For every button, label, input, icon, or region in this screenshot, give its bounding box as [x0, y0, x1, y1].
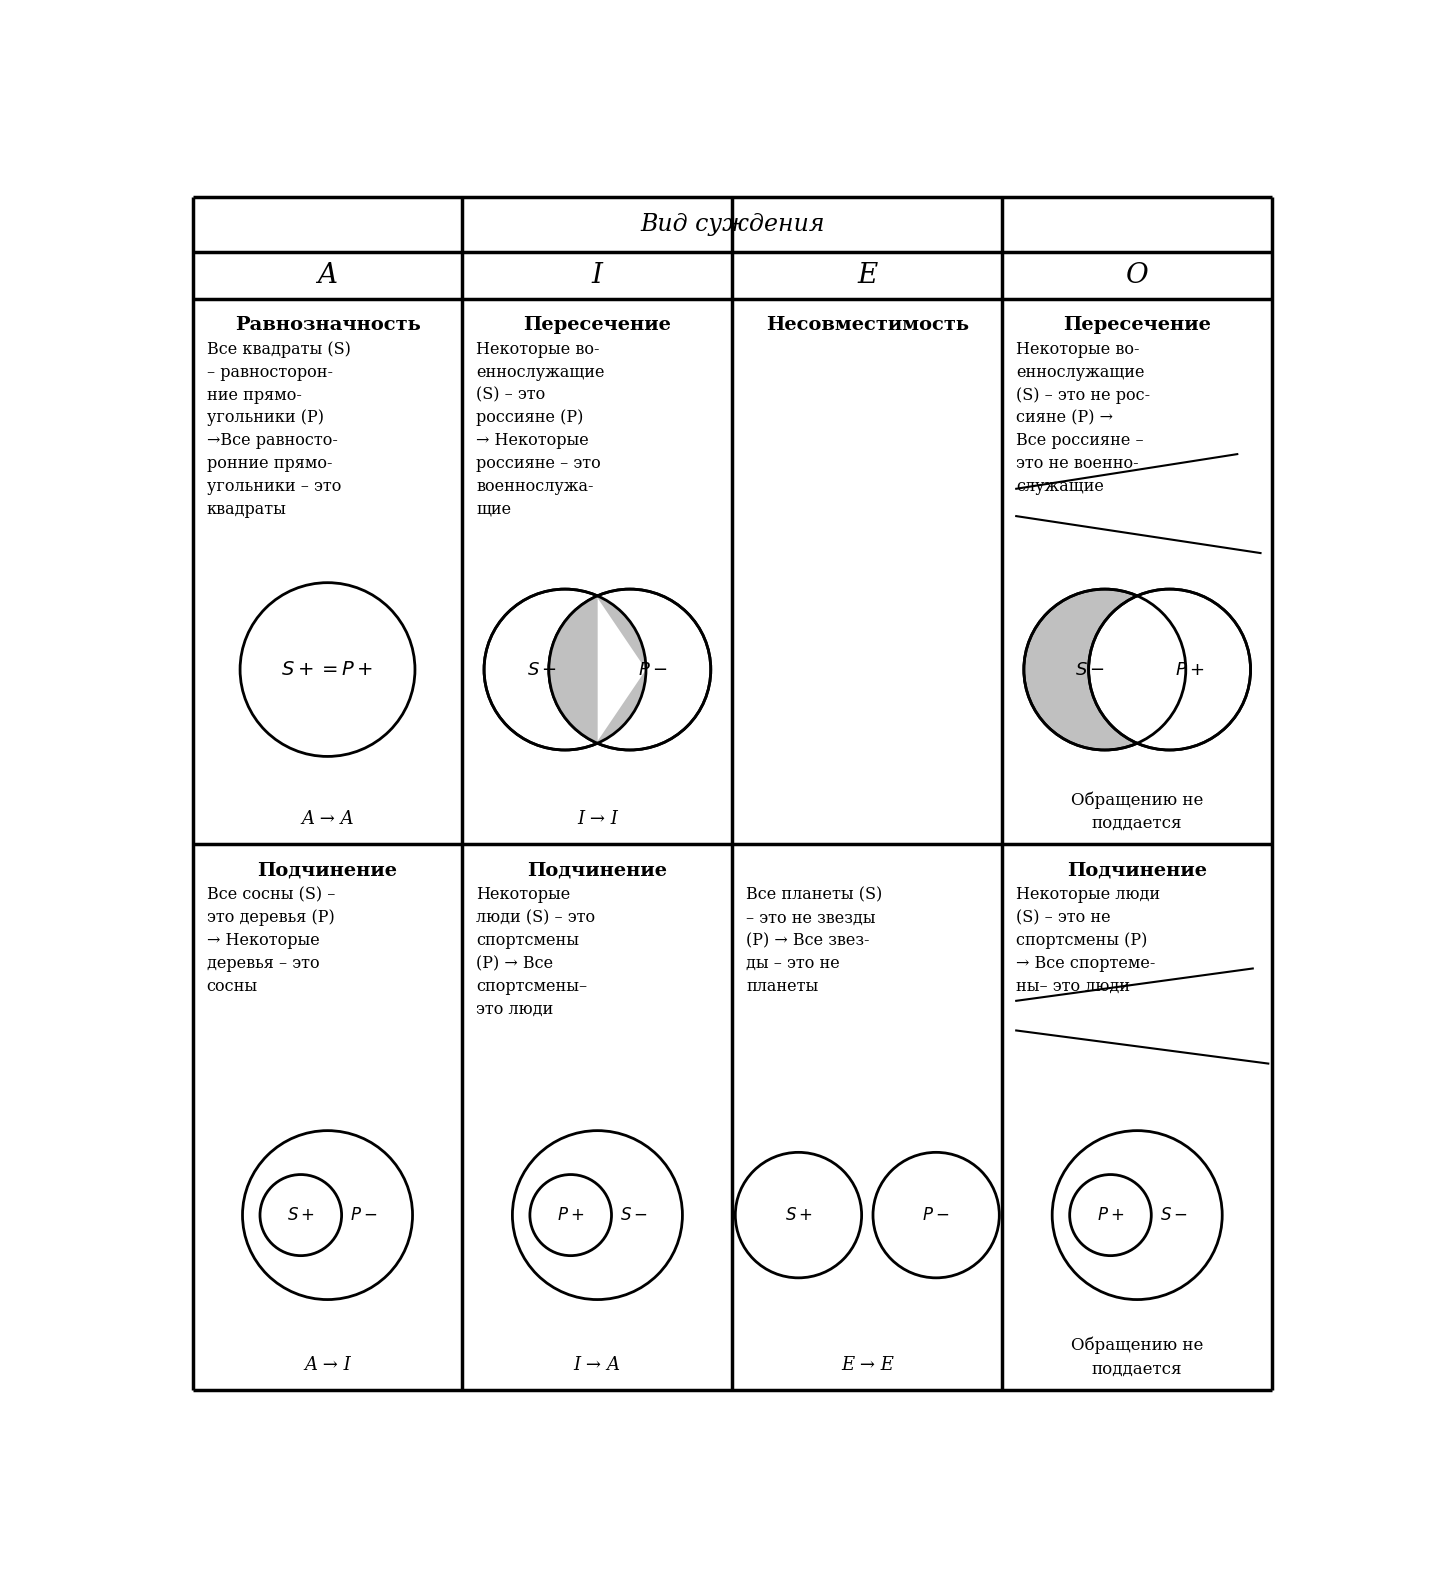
Text: $P+$: $P+$ [1175, 661, 1205, 678]
Text: Подчинение: Подчинение [1067, 861, 1208, 878]
Circle shape [873, 1153, 999, 1277]
Text: $S+$: $S+$ [785, 1206, 813, 1224]
Text: Некоторые
люди (S) – это
спортсмены
(P) → Все
спортсмены–
это люди: Некоторые люди (S) – это спортсмены (P) … [476, 886, 596, 1017]
Text: Пересечение: Пересечение [523, 315, 672, 333]
Text: Некоторые во-
еннослужащие
(S) – это
россияне (P)
→ Некоторые
россияне – это
вое: Некоторые во- еннослужащие (S) – это рос… [476, 341, 604, 517]
Circle shape [1070, 1175, 1152, 1255]
Text: A → A: A → A [302, 811, 354, 828]
Circle shape [530, 1175, 612, 1255]
Text: E: E [857, 262, 877, 289]
Text: $P-$: $P-$ [350, 1206, 377, 1224]
Text: I → А: I → А [573, 1356, 622, 1374]
Text: E → E: E → E [840, 1356, 893, 1374]
Text: $S-$: $S-$ [620, 1206, 647, 1224]
Text: Подчинение: Подчинение [257, 861, 397, 878]
Text: Все планеты (S)
– это не звезды
(P) → Все звез-
ды – это не
планеты: Все планеты (S) – это не звезды (P) → Вс… [746, 886, 883, 995]
Circle shape [240, 582, 414, 757]
Text: $P-$: $P-$ [637, 661, 667, 678]
Circle shape [243, 1131, 413, 1299]
Circle shape [1089, 590, 1250, 751]
Text: Все сосны (S) –
это деревья (P)
→ Некоторые
деревья – это
сосны: Все сосны (S) – это деревья (P) → Некото… [207, 886, 334, 995]
Text: O: O [1126, 262, 1149, 289]
Text: I: I [592, 262, 603, 289]
Text: I → I: I → I [577, 811, 617, 828]
Circle shape [513, 1131, 683, 1299]
Circle shape [549, 590, 710, 751]
Text: $P-$: $P-$ [923, 1206, 950, 1224]
Text: A → I: A → I [304, 1356, 352, 1374]
Text: Обращению не
поддается: Обращению не поддается [1070, 1337, 1203, 1378]
Circle shape [260, 1175, 342, 1255]
Text: $S+$: $S+$ [287, 1206, 314, 1224]
Polygon shape [549, 596, 646, 743]
Text: Некоторые во-
еннослужащие
(S) – это не рос-
сияне (P) →
Все россияне –
это не в: Некоторые во- еннослужащие (S) – это не … [1016, 341, 1150, 495]
Text: Равнозначность: Равнозначность [234, 315, 420, 333]
Circle shape [484, 590, 646, 751]
Text: $S-$: $S-$ [1075, 661, 1105, 678]
Circle shape [736, 1153, 862, 1277]
Text: $S+ = P+$: $S+ = P+$ [282, 661, 373, 678]
Text: Некоторые люди
(S) – это не
спортсмены (P)
→ Все спортеме-
ны– это люди: Некоторые люди (S) – это не спортсмены (… [1016, 886, 1160, 995]
Text: Вид суждения: Вид суждения [640, 213, 825, 237]
Circle shape [1023, 590, 1186, 751]
Text: Пересечение: Пересечение [1063, 315, 1212, 333]
Text: $S-$: $S-$ [1160, 1206, 1187, 1224]
Text: A: A [317, 262, 337, 289]
Text: $P+$: $P+$ [1097, 1206, 1125, 1224]
Text: $S-$: $S-$ [527, 661, 557, 678]
Text: $P+$: $P+$ [557, 1206, 584, 1224]
Circle shape [1052, 1131, 1222, 1299]
Text: Все квадраты (S)
– равносторон-
ние прямо-
угольники (P)
→Все равносто-
ронние п: Все квадраты (S) – равносторон- ние прям… [207, 341, 350, 517]
Text: Несовместимость: Несовместимость [766, 315, 969, 333]
Text: Обращению не
поддается: Обращению не поддается [1070, 792, 1203, 833]
Text: Подчинение: Подчинение [527, 861, 667, 878]
